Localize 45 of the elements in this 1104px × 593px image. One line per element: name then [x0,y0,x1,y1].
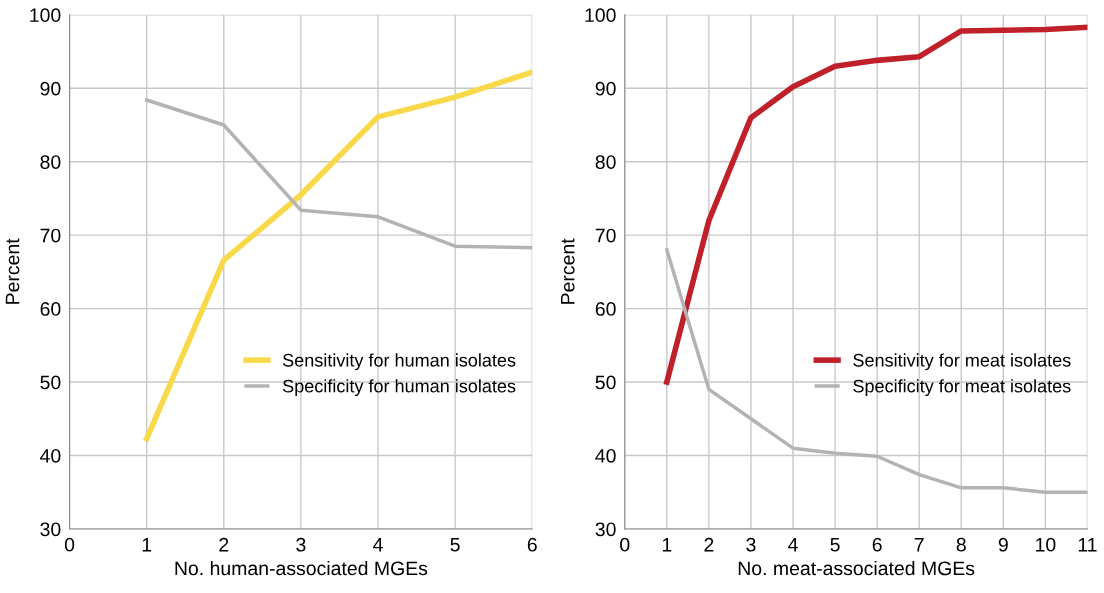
y-tick-label: 30 [40,522,61,537]
x-tick-label: 2 [704,537,714,552]
y-axis-title: Percent [561,238,575,304]
legend-label: Specificity for meat isolates [853,379,1071,397]
y-tick-label: 40 [595,448,616,463]
y-tick-label: 100 [30,8,61,23]
line-series [665,248,1088,494]
x-tick-label: 8 [956,537,966,552]
y-tick-label: 90 [40,81,61,96]
x-tick-label: 5 [830,538,840,552]
x-tick-label: 2 [219,537,229,552]
y-tick-label: 100 [585,8,616,23]
y-tick-label: 60 [40,302,61,316]
x-tick-label: 11 [1078,538,1097,552]
line-series [144,98,533,250]
y-tick-label: 80 [595,155,616,169]
x-tick-label: 10 [1036,537,1056,552]
x-tick-label: 3 [746,537,756,552]
x-tick-label: 9 [998,537,1008,552]
legend-label: Specificity for human isolates [282,379,516,397]
y-tick-label: 60 [595,302,616,316]
x-tick-label: 1 [142,538,152,552]
y-tick-label: 80 [40,155,61,169]
x-tick-label: 4 [373,538,383,552]
y-tick-label: 30 [595,522,616,537]
x-tick-label: 7 [914,538,924,552]
x-tick-label: 6 [527,537,537,552]
x-tick-label: 6 [872,537,882,552]
y-tick-label: 70 [595,228,616,243]
y-tick-label: 70 [40,228,61,243]
x-tick-label: 4 [788,538,798,552]
legend-label: Sensitivity for meat isolates [853,353,1071,371]
x-tick-label: 0 [620,537,630,552]
y-tick-label: 40 [40,448,61,463]
x-tick-label: 5 [450,538,460,552]
x-tick-label: 1 [662,538,672,552]
y-tick-label: 50 [40,375,61,390]
y-tick-label: 90 [595,81,616,96]
y-tick-label: 50 [595,375,616,390]
x-tick-label: 3 [296,537,306,552]
x-axis-title: No. human-associated MGEs [175,560,428,576]
x-tick-label: 0 [64,537,75,552]
x-axis-title: No. meat-associated MGEs [738,560,975,576]
y-axis-title: Percent [5,238,20,304]
legend-label: Sensitivity for human isolates [282,353,516,371]
